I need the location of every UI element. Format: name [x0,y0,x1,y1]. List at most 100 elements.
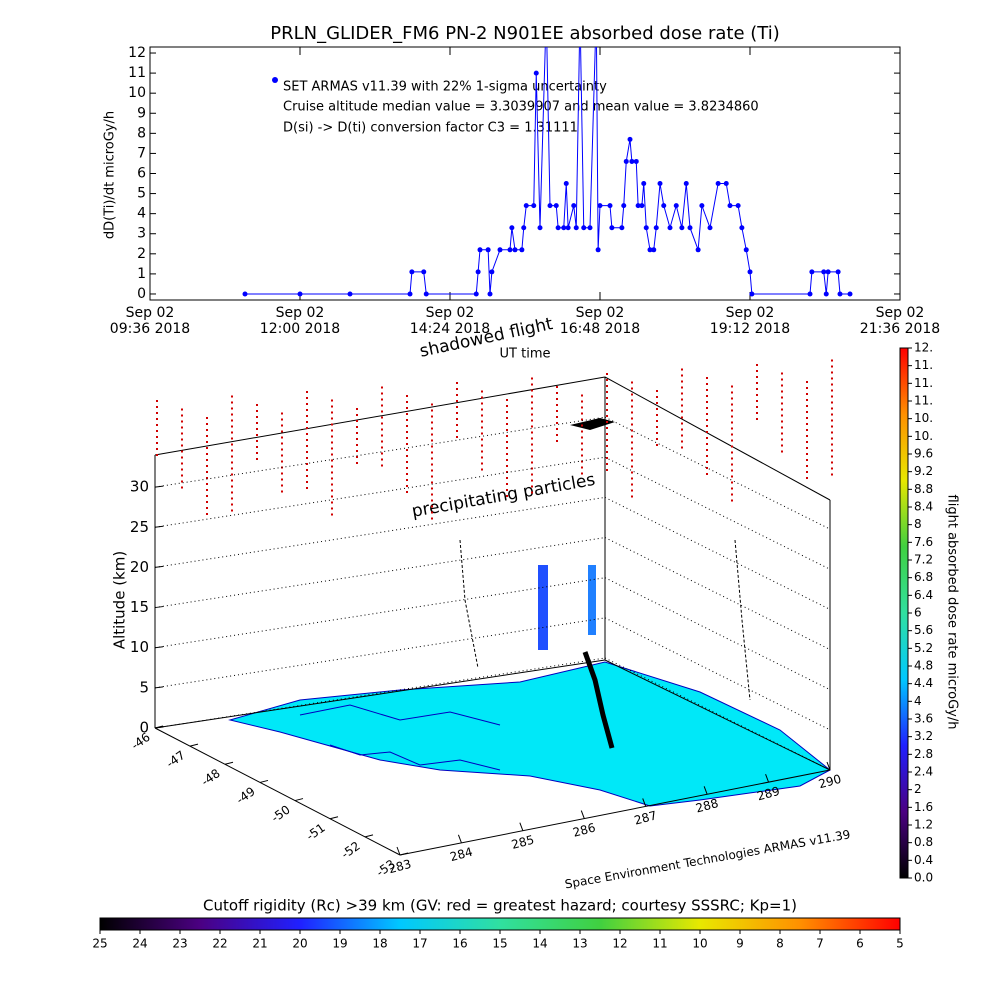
data-point [683,181,689,187]
data-point [837,291,843,297]
data-point [531,203,537,209]
y-tick-label: 7 [137,145,146,161]
colorbar-tick-label: 4.8 [914,659,933,673]
data-point [619,225,625,231]
y-tick-label: 10 [128,85,146,101]
y-tick-label: 290 [817,772,843,791]
y-tick-label: 1 [137,266,146,282]
x-tick-label: Sep 02 [126,305,175,321]
data-point [475,269,481,275]
y-tick-label: 2 [137,246,146,262]
data-point [643,225,649,231]
axis-edge [154,659,606,729]
z-tick-label: 0 [139,719,149,737]
data-point [242,291,248,297]
data-point [633,158,639,164]
data-point [587,225,593,231]
data-point [653,225,659,231]
y-tick-label: 285 [510,833,536,852]
colorbar-tick-label: 5.6 [914,623,933,637]
data-point [407,291,413,297]
flight-column [538,565,548,650]
data-point [512,247,518,253]
colorbar-tick-label: 6 [914,606,922,620]
data-point [667,225,673,231]
y-tick-label: 289 [756,784,782,803]
colorbar-tick-label: 4.4 [914,676,933,690]
data-point [573,225,579,231]
colorbar-tick-label: 6.4 [914,588,933,602]
colorbar-label: Cutoff rigidity (Rc) >39 km (GV: red = g… [203,897,797,915]
z-tick-label: 20 [130,558,149,576]
colorbar-tick-label: 19 [332,937,347,951]
colorbar-tick-label: 2.8 [914,747,933,761]
y-tick-label: 288 [694,796,720,815]
x-tick [329,816,339,820]
z-tick [154,525,164,528]
data-point [687,225,693,231]
data-point [565,225,571,231]
x-tick-label: 09:36 2018 [110,321,190,337]
colorbar-tick-label: 5.2 [914,641,933,655]
map-land [228,661,831,807]
data-point [521,225,527,231]
data-point [673,203,679,209]
data-point [847,291,853,297]
data-point [571,203,577,209]
axis-edge [604,376,831,501]
data-point [743,247,749,253]
axis-edge [154,727,401,856]
colorbar [899,347,909,879]
data-point [727,203,733,209]
data-point [647,247,653,253]
data-point [297,291,303,297]
colorbar-tick-label: 12 [612,937,627,951]
data-point [537,225,543,231]
data-point [507,247,513,253]
colorbar-tick-label: 9.2 [914,464,933,478]
x-tick [399,852,409,856]
data-point [635,203,641,209]
coastline [329,744,501,771]
y-tick-label: 3 [137,226,146,242]
colorbar-tick-label: 20 [292,937,307,951]
x-tick-label: 21:36 2018 [860,321,940,337]
z-axis-label: Altitude (km) [111,551,129,649]
coastline [299,704,501,726]
data-point [749,291,755,297]
x-tick-label: Sep 02 [276,305,325,321]
data-point [485,247,491,253]
data-point [679,225,685,231]
colorbar-tick-label: 8.8 [914,482,933,496]
data-point [739,225,745,231]
data-point [487,291,493,297]
data-point [477,247,483,253]
y-tick [580,810,585,819]
data-point [699,203,705,209]
data-point [707,225,713,231]
data-point [823,291,829,297]
chart-title: PRLN_GLIDER_FM6 PN-2 N901EE absorbed dos… [270,23,780,44]
x-tick-label: Sep 02 [426,305,475,321]
flight-track [459,539,479,669]
data-point [561,225,567,231]
data-point [821,269,827,275]
colorbar-tick-label: 2.4 [914,765,933,779]
colorbar-tick-label: 23 [172,937,187,951]
y-tick [519,822,524,831]
data-point [595,247,601,253]
colorbar-tick-label: 4 [914,694,922,708]
data-point [809,269,815,275]
y-tick [642,798,647,807]
colorbar-tick-label: 8.4 [914,500,933,514]
x-tick-label: Sep 02 [726,305,775,321]
x-tick-label: 19:12 2018 [710,321,790,337]
z-tick [154,485,164,488]
colorbar-tick-label: 15 [492,937,507,951]
data-point [421,269,427,275]
colorbar-tick-label: 8 [776,937,784,951]
data-point [555,225,561,231]
flight-column [588,565,596,635]
colorbar-tick-label: 8 [914,517,922,531]
data-point [497,247,503,253]
